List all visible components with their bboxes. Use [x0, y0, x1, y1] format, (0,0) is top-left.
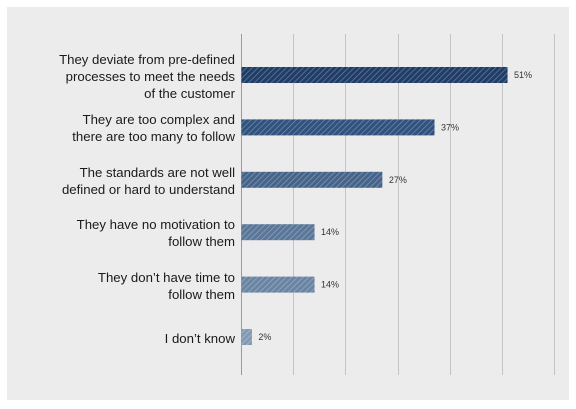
- category-label: They are too complex and there are too ma…: [21, 111, 235, 145]
- chart-panel: 51% 37% 27% 14% 14% 2% They deviate from pre-…: [7, 7, 569, 400]
- bars: [241, 67, 508, 345]
- category-label-line: They don’t have time to: [97, 269, 235, 285]
- value-label: 37%: [441, 122, 459, 132]
- gridlines: [241, 34, 555, 375]
- category-label-line: follow them: [168, 286, 235, 302]
- value-labels: 51% 37% 27% 14% 14% 2%: [258, 70, 532, 342]
- category-label-line: They are too complex and: [82, 112, 235, 128]
- category-label-line: there are too many to follow: [72, 129, 235, 145]
- category-label-line: They deviate from pre-defined: [59, 51, 235, 67]
- bar: [241, 224, 315, 241]
- bar: [241, 276, 315, 293]
- bar: [241, 171, 383, 188]
- category-label: They deviate from pre-defined processes t…: [21, 51, 235, 102]
- value-label: 2%: [258, 332, 271, 342]
- value-label: 27%: [389, 175, 407, 185]
- category-label: They don’t have time to follow them: [21, 269, 235, 303]
- category-label: They have no motivation to follow them: [21, 216, 235, 250]
- bar: [241, 329, 252, 345]
- chart-svg: 51% 37% 27% 14% 14% 2%: [241, 34, 555, 375]
- category-label-line: They have no motivation to: [76, 217, 235, 233]
- value-label: 51%: [514, 70, 532, 80]
- category-label-line: processes to meet the needs: [65, 68, 235, 84]
- bar: [241, 119, 435, 136]
- category-label-line: defined or hard to understand: [61, 181, 235, 197]
- value-label: 14%: [321, 280, 339, 290]
- category-label-line: I don’t know: [164, 330, 235, 346]
- category-label: The standards are not well defined or har…: [21, 164, 235, 198]
- category-label: I don’t know: [21, 330, 235, 347]
- category-label-line: of the customer: [144, 85, 235, 101]
- value-label: 14%: [321, 227, 339, 237]
- category-label-line: The standards are not well: [79, 164, 235, 180]
- bar: [241, 67, 508, 83]
- category-label-line: follow them: [168, 234, 235, 250]
